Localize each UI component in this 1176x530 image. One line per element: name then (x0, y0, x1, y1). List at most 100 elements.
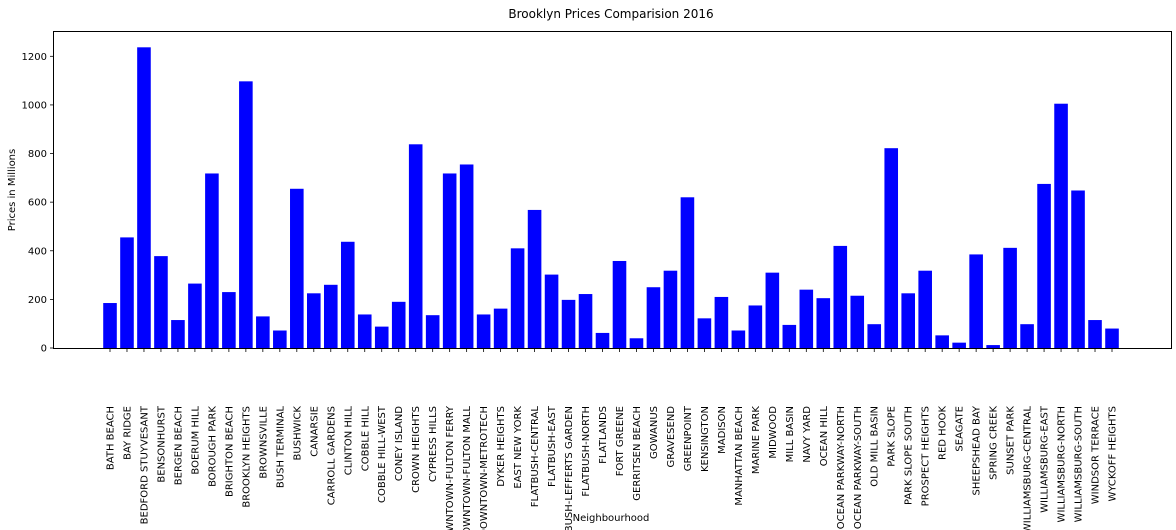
x-tick-label: COBBLE HILL-WEST (377, 405, 388, 503)
bar (935, 335, 949, 348)
x-tick-label: RED HOOK (938, 406, 949, 460)
x-tick-label: MANHATTAN BEACH (734, 406, 745, 506)
bar (901, 293, 915, 348)
bar (629, 338, 644, 348)
bar (918, 270, 932, 348)
x-tick-label: BATH BEACH (106, 406, 117, 470)
x-tick-label: CYPRESS HILLS (428, 406, 439, 482)
bar (952, 342, 966, 348)
x-tick-label: OCEAN HILL (819, 406, 830, 467)
x-tick-label: OLD MILL BASIN (870, 406, 881, 487)
bar (476, 314, 491, 348)
y-tick-label: 400 (28, 246, 47, 257)
bar (340, 241, 355, 348)
x-tick-label: CLINTON HILL (343, 406, 354, 476)
bar (561, 299, 576, 348)
bar (171, 320, 185, 348)
y-axis: 0 200 400 600 800 1000 1200 (22, 52, 54, 355)
x-tick-label: BEDFORD STUYVESANT (139, 405, 150, 524)
bar (1020, 324, 1034, 348)
bar (323, 284, 338, 348)
x-tick-label: WILLIAMSBURG-CENTRAL (1023, 406, 1034, 530)
bar (833, 245, 848, 348)
x-tick-label: DOWNTOWN-FULTON FERRY (445, 405, 456, 530)
bar (1054, 103, 1068, 349)
x-axis: BATH BEACH BAY RIDGE BEDFORD STUYVESANT BEN… (106, 348, 1119, 530)
x-tick-label: DYKER HEIGHTS (496, 406, 507, 487)
bar (1071, 190, 1085, 348)
bar (1105, 328, 1119, 348)
x-tick-label: OCEAN PARKWAY-SOUTH (853, 406, 864, 529)
bar (646, 287, 661, 348)
x-tick-label: BROWNSVILLE (258, 406, 269, 479)
bar (307, 293, 321, 348)
bar (222, 292, 236, 348)
x-tick-label: BUSH TERMINAL (275, 406, 286, 488)
x-tick-label: WYCKOFF HEIGHTS (1108, 406, 1119, 502)
x-axis-label: Neighbourhood (573, 513, 650, 524)
bar (154, 256, 168, 348)
x-tick-label: GERRITSEN BEACH (632, 406, 643, 501)
bar (1037, 183, 1051, 348)
bar (205, 173, 219, 348)
y-tick-label: 600 (28, 198, 47, 209)
bar (612, 260, 627, 348)
x-tick-label: FLATBUSH-EAST (547, 405, 558, 487)
x-tick-label: SPRING CREEK (989, 406, 1000, 480)
x-tick-label: BOROUGH PARK (207, 406, 218, 487)
bar (120, 237, 134, 348)
bar (986, 345, 1000, 348)
x-tick-label: SEAGATE (955, 406, 966, 452)
bar (239, 81, 253, 348)
x-tick-label: BENSONHURST (156, 405, 167, 482)
x-tick-label: DOWNTOWN-FULTON MALL (462, 406, 473, 530)
x-tick-label: SUNSET PARK (1006, 406, 1017, 475)
bar (1003, 247, 1017, 348)
x-tick-label: NAVY YARD (802, 406, 813, 463)
x-tick-label: BUSHWICK (292, 406, 303, 461)
bar (799, 289, 814, 348)
bar (680, 197, 695, 348)
bar (137, 47, 151, 349)
bar (425, 315, 440, 348)
bar (1088, 320, 1102, 348)
y-tick-label: 0 (41, 344, 47, 355)
x-tick-label: PROSPECT HEIGHTS (921, 406, 932, 506)
bar (408, 144, 423, 348)
bar (867, 324, 882, 348)
x-tick-label: CARROLL GARDENS (326, 406, 337, 505)
bar (357, 314, 372, 348)
x-tick-label: MADISON (717, 406, 728, 454)
x-tick-label: BAY RIDGE (122, 406, 133, 460)
bar (578, 294, 593, 348)
bar (188, 283, 202, 348)
x-tick-label: DOWNTOWN-METROTECH (479, 406, 490, 530)
bar (748, 305, 763, 348)
bar (256, 316, 270, 348)
x-tick-label: BROOKLYN HEIGHTS (241, 406, 252, 508)
bar (493, 308, 508, 348)
y-tick-label: 1000 (22, 100, 47, 111)
x-tick-label: BRIGHTON BEACH (224, 406, 235, 497)
bar (714, 296, 729, 348)
bar (969, 254, 983, 348)
bar (273, 330, 287, 348)
bar (374, 326, 389, 348)
x-tick-label: CONEY ISLAND (394, 406, 405, 481)
x-tick-label: FLATBUSH-LEFFERTS GARDEN (564, 406, 575, 530)
x-tick-label: MIDWOOD (768, 406, 779, 459)
x-tick-label: OCEAN PARKWAY-NORTH (836, 406, 847, 529)
x-tick-label: WILLIAMSBURG-EAST (1040, 405, 1051, 513)
bar (544, 274, 559, 348)
y-axis-label: Prices in Millions (7, 149, 18, 232)
x-tick-label: EAST NEW YORK (513, 406, 524, 489)
bar (884, 148, 899, 348)
bar (442, 173, 457, 348)
x-tick-label: MARINE PARK (751, 406, 762, 475)
x-tick-label: PARK SLOPE SOUTH (904, 406, 915, 505)
x-tick-label: GRAVESEND (666, 406, 677, 468)
y-tick-label: 1200 (22, 52, 47, 63)
y-tick-label: 800 (28, 149, 47, 160)
bar (663, 270, 678, 348)
